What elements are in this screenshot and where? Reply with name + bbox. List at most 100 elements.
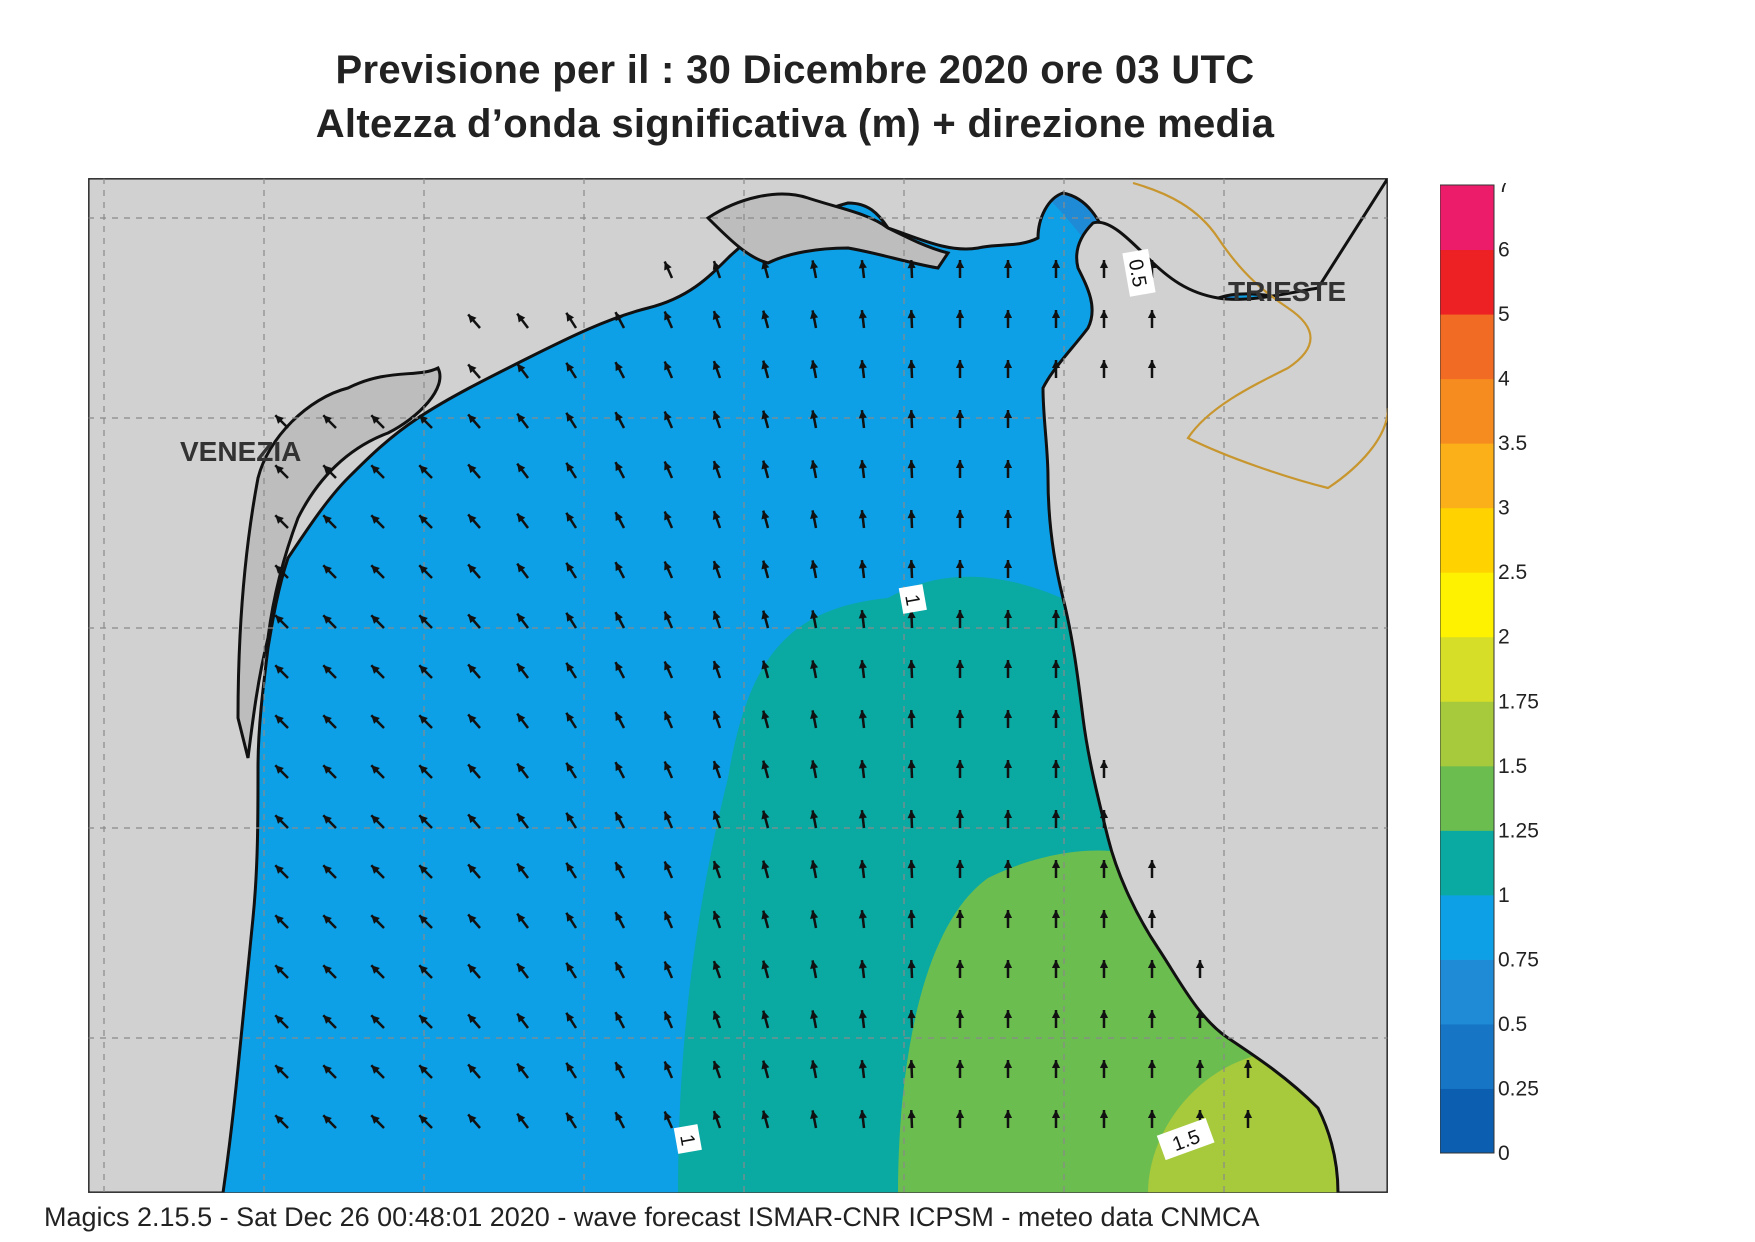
wave-arrow-head xyxy=(275,965,284,974)
land-venice-lagoon xyxy=(236,365,442,759)
wave-arrow-head xyxy=(712,811,721,820)
wave-direction-arrows xyxy=(274,259,1253,1129)
colorbar-tick-label: 1.5 xyxy=(1498,755,1527,778)
wave-arrow-head xyxy=(810,910,819,919)
wave-arrow-head xyxy=(468,1064,477,1074)
wave-arrow-head xyxy=(712,611,721,620)
wave-arrow-head xyxy=(1003,1060,1013,1069)
wave-arrow-head xyxy=(323,515,332,524)
wave-arrow-head xyxy=(419,615,428,624)
wave-arrow-head xyxy=(664,1061,672,1071)
wave-arrow-head xyxy=(907,710,916,719)
wave-height-map: 0.5 1 1 1.5 VENEZIA TRIESTE xyxy=(88,178,1388,1193)
wave-arrow-head xyxy=(761,610,770,620)
wave-arrow-head xyxy=(1003,660,1013,669)
wave-arrow-head xyxy=(371,515,380,524)
wave-arrow-head xyxy=(615,512,623,522)
wave-arrow-head xyxy=(858,1110,867,1119)
wave-arrow-head xyxy=(1243,1060,1253,1069)
wave-arrow-head xyxy=(419,565,428,574)
wave-arrow-head xyxy=(955,1060,965,1069)
wave-arrow-head xyxy=(1003,910,1013,919)
wave-arrow-head xyxy=(615,612,623,622)
colorbar-tick-label: 0.75 xyxy=(1498,948,1539,971)
wave-arrow-head xyxy=(566,712,575,722)
colorbar-tick-label: 2 xyxy=(1498,626,1510,649)
map-subtitle: Altezza d’onda significativa (m) + direz… xyxy=(315,102,1275,146)
wave-arrow-head xyxy=(907,460,916,469)
wave-arrow-head xyxy=(517,813,526,823)
wave-arrow-head xyxy=(1003,310,1013,319)
wave-arrow-head xyxy=(323,1065,332,1074)
wave-arrow-head xyxy=(566,762,575,772)
wave-arrow-head xyxy=(371,765,380,774)
wave-arrow-head xyxy=(712,1061,721,1070)
wave-arrow-head xyxy=(566,1112,575,1122)
wave-arrow-head xyxy=(664,311,672,321)
wave-arrow-head xyxy=(858,660,867,669)
wave-arrow-head xyxy=(1147,1010,1157,1019)
wave-arrow-head xyxy=(858,1010,867,1019)
wave-arrow-head xyxy=(761,1110,770,1120)
wave-arrow-head xyxy=(419,715,428,724)
wave-arrow-head xyxy=(1099,310,1109,319)
wave-arrow-head xyxy=(615,912,623,922)
wave-arrow-head xyxy=(712,261,721,270)
wave-arrow-head xyxy=(517,1113,526,1123)
wave-arrow-head xyxy=(566,962,575,972)
wave-arrow-head xyxy=(275,565,284,574)
wave-arrow-head xyxy=(810,860,819,869)
wave-arrow-head xyxy=(371,565,380,574)
wave-arrow-head xyxy=(566,562,575,572)
wave-arrow-head xyxy=(664,861,672,871)
wave-arrow-head xyxy=(955,360,965,369)
wave-arrow-head xyxy=(615,812,623,822)
wave-arrow-head xyxy=(1099,960,1109,969)
wave-arrow-head xyxy=(712,311,721,320)
wave-arrow-head xyxy=(907,560,916,569)
wave-arrow-head xyxy=(517,563,526,573)
wave-arrow-head xyxy=(468,714,477,724)
wave-arrow-head xyxy=(1003,260,1013,269)
wave-arrow-head xyxy=(810,310,819,319)
wave-arrow-head xyxy=(955,910,965,919)
wave-arrow-head xyxy=(761,260,770,270)
wave-arrow-head xyxy=(371,815,380,824)
wave-arrow-head xyxy=(566,862,575,872)
svg-text:1: 1 xyxy=(675,1133,699,1148)
wave-arrow-head xyxy=(1003,860,1013,869)
wave-arrow-head xyxy=(517,663,526,673)
wave-arrow-head xyxy=(1051,910,1061,919)
wave-arrow-head xyxy=(810,560,819,569)
wave-arrow-head xyxy=(712,561,721,570)
wave-arrow-head xyxy=(517,863,526,873)
wave-arrow-head xyxy=(323,665,332,674)
country-border xyxy=(1132,181,1388,490)
wave-arrow-head xyxy=(761,710,770,720)
wave-arrow-head xyxy=(761,360,770,370)
wave-arrow-head xyxy=(275,1015,284,1024)
wave-arrow-head xyxy=(810,260,819,269)
colorbar-swatch xyxy=(1440,507,1494,573)
wave-arrow-head xyxy=(1051,260,1061,269)
wave-arrow-head xyxy=(615,862,623,872)
wave-arrow-head xyxy=(1147,860,1157,869)
wave-arrow-head xyxy=(712,511,721,520)
wave-arrow-head xyxy=(323,465,332,474)
wave-arrow-head xyxy=(275,415,284,424)
colorbar-tick-label: 4 xyxy=(1498,368,1510,391)
wave-arrow-head xyxy=(907,1060,916,1069)
wave-arrow-head xyxy=(761,860,770,870)
wave-arrow-head xyxy=(468,764,477,774)
wave-arrow-head xyxy=(907,360,916,369)
wave-arrow-head xyxy=(712,861,721,870)
wave-arrow-head xyxy=(517,763,526,773)
wave-arrow-head xyxy=(761,460,770,470)
wave-arrow-head xyxy=(371,715,380,724)
wave-arrow-head xyxy=(566,362,575,372)
wave-arrow-head xyxy=(664,961,672,971)
wave-arrow-head xyxy=(468,364,477,374)
wave-arrow-head xyxy=(664,261,672,271)
wave-arrow-head xyxy=(517,1063,526,1073)
wave-arrow-head xyxy=(275,465,284,474)
